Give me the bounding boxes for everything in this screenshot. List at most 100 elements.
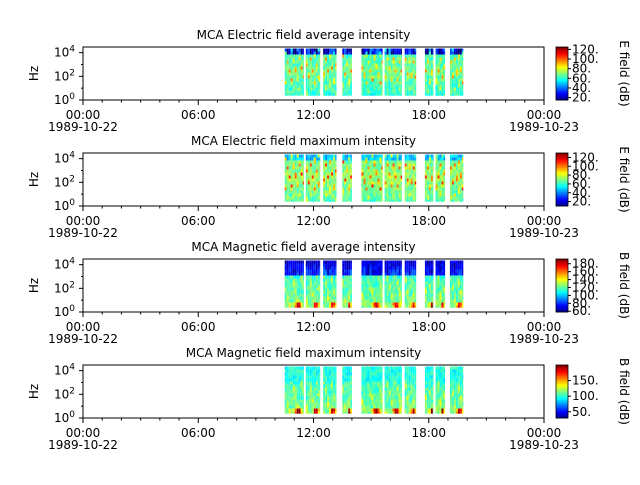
spectrogram-cell (285, 179, 287, 182)
spectrogram-cell (374, 279, 376, 282)
spectrogram-cell (393, 70, 395, 73)
spectrogram-cell (370, 55, 372, 58)
spectrogram-cell (399, 264, 401, 267)
spectrogram-cell (310, 303, 312, 306)
spectrogram-cell (397, 85, 399, 88)
spectrogram-cell (370, 164, 372, 167)
spectrogram-cell (436, 64, 438, 67)
spectrogram-cell (433, 52, 434, 55)
spectrogram-cell (329, 182, 331, 185)
spectrogram-cell (348, 155, 350, 158)
spectrogram-cell (460, 155, 462, 158)
spectrogram-cell (372, 73, 374, 76)
spectrogram-cell (327, 76, 329, 79)
spectrogram-cell (433, 64, 434, 67)
spectrogram-cell (323, 376, 325, 379)
spectrogram-cell (442, 197, 444, 200)
spectrogram-cell (314, 179, 316, 182)
spectrogram-cell (401, 73, 402, 76)
spectrogram-cell (287, 382, 289, 385)
spectrogram-cell (374, 391, 376, 394)
spectrogram-cell (413, 155, 415, 158)
spectrogram-cell (393, 91, 395, 94)
spectrogram-cell (306, 403, 308, 406)
spectrogram-cell (454, 294, 456, 297)
spectrogram-cell (318, 155, 320, 158)
spectrogram-cell (407, 155, 409, 158)
spectrogram-cell (314, 306, 316, 308)
spectrogram-cell (429, 385, 431, 388)
spectrogram-cell (462, 300, 463, 303)
spectrogram-cell (433, 382, 434, 385)
spectrogram-cell (366, 388, 368, 391)
spectrogram-cell (287, 179, 289, 182)
spectrogram-cell (433, 85, 434, 88)
spectrogram-cell (405, 179, 407, 182)
spectrogram-cell (411, 176, 413, 179)
spectrogram-cell (427, 400, 429, 403)
spectrogram-cell (458, 391, 460, 394)
spectrogram-cell (287, 291, 289, 294)
spectrogram-cell (450, 279, 452, 282)
spectrogram-cell (295, 194, 297, 197)
spectrogram-cell (342, 276, 344, 279)
spectrogram-cell (438, 412, 440, 414)
spectrogram-segment (405, 261, 417, 308)
spectrogram-cell (303, 200, 304, 202)
spectrogram-cell (287, 300, 289, 303)
spectrogram-cell (310, 197, 312, 200)
spectrogram-cell (380, 297, 382, 300)
spectrogram-cell (350, 279, 352, 282)
spectrogram-cell (387, 267, 389, 270)
spectrogram-cell (454, 306, 456, 308)
spectrogram-cell (431, 385, 433, 388)
spectrogram-cell (460, 291, 462, 294)
spectrogram-cell (297, 412, 299, 414)
spectrogram-cell (442, 91, 444, 94)
spectrogram-cell (301, 191, 303, 194)
spectrogram-cell (378, 197, 380, 200)
spectrogram-cell (372, 367, 374, 370)
spectrogram-cell (380, 173, 382, 176)
spectrogram-cell (458, 267, 460, 270)
spectrogram-cell (456, 179, 458, 182)
spectrogram-cell (433, 279, 434, 282)
spectrogram-cell (382, 382, 383, 385)
spectrogram-cell (370, 261, 372, 264)
spectrogram-cell (287, 376, 289, 379)
spectrogram-cell (303, 376, 304, 379)
spectrogram-cell (405, 194, 407, 197)
spectrogram-cell (399, 185, 401, 188)
spectrogram-cell (431, 303, 433, 306)
spectrogram-cell (376, 161, 378, 164)
spectrogram-cell (413, 376, 415, 379)
spectrogram-cell (454, 288, 456, 291)
spectrogram-cell (325, 49, 327, 52)
spectrogram-cell (364, 167, 366, 170)
spectrogram-cell (456, 76, 458, 79)
spectrogram-cell (312, 267, 314, 270)
spectrogram-cell (364, 79, 366, 82)
spectrogram-cell (314, 79, 316, 82)
spectrogram-cell (389, 300, 391, 303)
spectrogram-cell (335, 70, 336, 73)
spectrogram-cell (370, 291, 372, 294)
spectrogram-cell (399, 197, 401, 200)
spectrogram-cell (287, 79, 289, 82)
spectrogram-cell (452, 288, 454, 291)
spectrogram-cell (399, 382, 401, 385)
spectrogram-cell (385, 176, 387, 179)
spectrogram-cell (287, 273, 289, 276)
spectrogram-cell (405, 58, 407, 61)
spectrogram-cell (391, 49, 393, 52)
spectrogram-cell (329, 412, 331, 414)
spectrogram-cell (293, 391, 295, 394)
spectrogram-cell (285, 155, 287, 158)
spectrogram-cell (460, 85, 462, 88)
spectrogram-cell (427, 264, 429, 267)
spectrogram-cell (397, 52, 399, 55)
spectrogram-cell (289, 64, 291, 67)
spectrogram-cell (362, 94, 364, 96)
spectrogram-cell (436, 170, 438, 173)
spectrogram-cell (380, 88, 382, 91)
